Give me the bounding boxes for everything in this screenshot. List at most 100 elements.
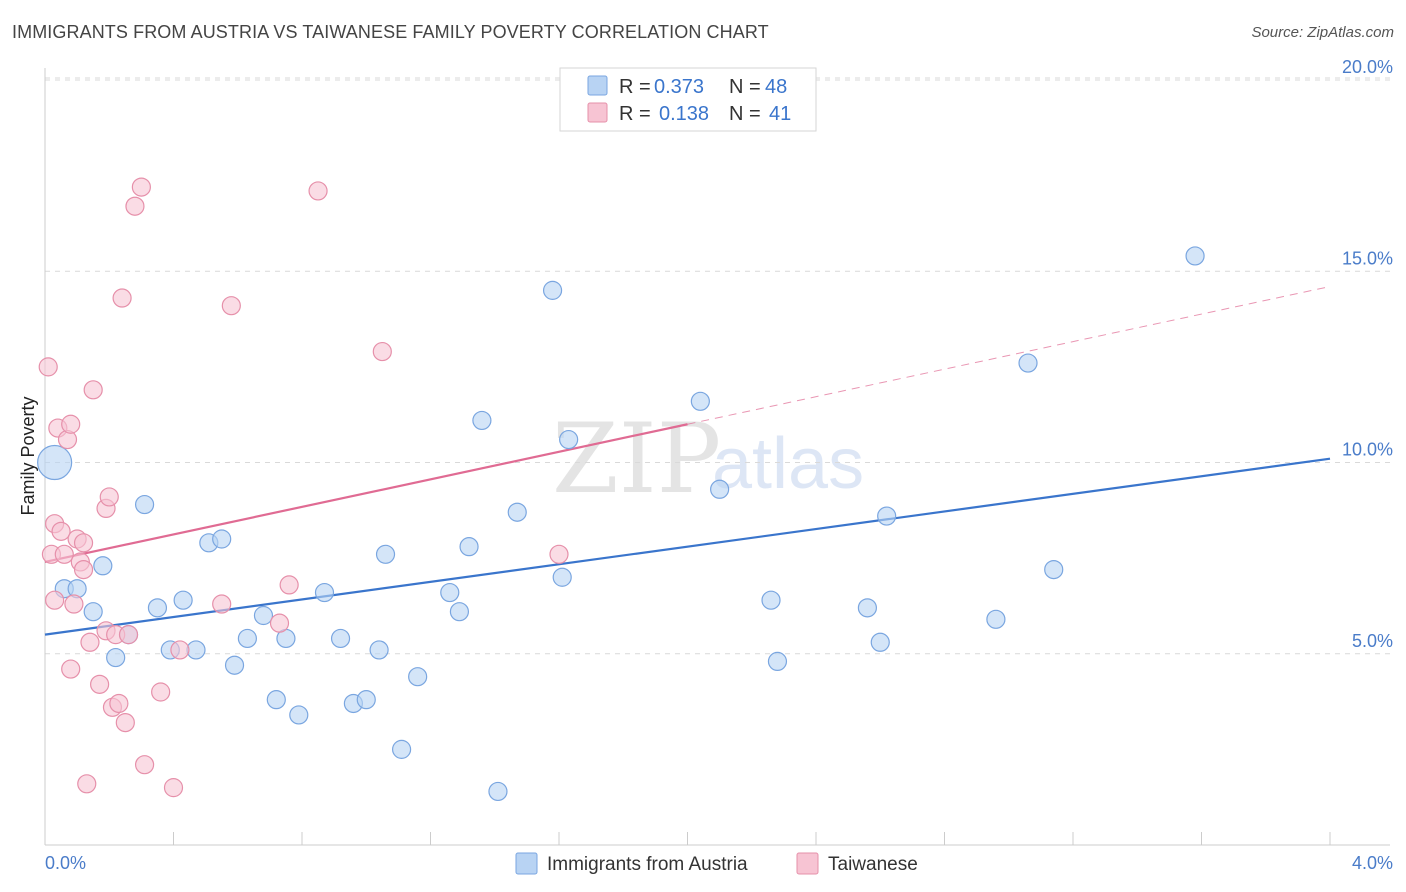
point-blue-33 (507, 502, 527, 522)
legend-swatch-pink (587, 102, 608, 123)
y-tick-label-2: 15.0% (1342, 248, 1393, 268)
point-blue-26 (391, 739, 412, 759)
trend-line-pink-solid (44, 423, 688, 564)
legend-r-value-pink: 0.138 (659, 103, 709, 125)
point-pink-0 (38, 357, 58, 377)
point-pink-28 (125, 196, 145, 216)
data-points (37, 177, 1205, 802)
point-pink-40 (549, 544, 569, 564)
x-tick-label-min: 0.0% (45, 853, 86, 873)
point-pink-31 (151, 682, 171, 702)
gridlines (45, 77, 1390, 655)
point-pink-9 (61, 659, 81, 679)
point-blue-8 (147, 598, 168, 618)
point-blue-10 (173, 590, 193, 610)
point-blue-11 (186, 640, 206, 660)
point-blue-24 (369, 640, 389, 660)
y-tick-label-0: 5.0% (1352, 631, 1393, 651)
point-blue-45 (1018, 353, 1038, 373)
point-pink-29 (131, 177, 151, 197)
point-blue-20 (314, 582, 335, 603)
legend-n-value-pink: 41 (769, 103, 791, 125)
point-pink-14 (73, 533, 94, 553)
bottom-legend-swatch-blue (515, 852, 538, 875)
point-pink-34 (212, 594, 232, 614)
point-blue-17 (266, 690, 286, 710)
point-blue-39 (761, 590, 781, 610)
point-blue-40 (767, 651, 788, 672)
point-blue-42 (870, 632, 890, 652)
legend-n-label-blue: N = (729, 76, 761, 98)
point-pink-39 (372, 341, 392, 362)
point-blue-15 (237, 628, 257, 649)
point-blue-28 (440, 582, 460, 603)
point-pink-5 (51, 521, 71, 541)
point-blue-38 (710, 479, 730, 499)
point-blue-14 (224, 655, 245, 675)
point-pink-32 (163, 778, 184, 798)
point-blue-34 (542, 280, 563, 300)
point-blue-31 (472, 410, 492, 431)
point-blue-41 (857, 598, 878, 618)
point-blue-47 (1185, 246, 1205, 266)
y-axis-label: Family Poverty (18, 396, 38, 515)
y-tick-label-3: 20.0% (1342, 57, 1393, 77)
point-blue-21 (330, 628, 351, 649)
point-blue-36 (559, 429, 579, 450)
legend-r-label-pink: R = (619, 103, 651, 125)
legend-r-value-blue: 0.373 (654, 76, 704, 98)
bottom-legend-label-blue: Immigrants from Austria (547, 854, 748, 875)
x-tick-label-max: 4.0% (1352, 853, 1393, 873)
legend-n-label-pink: N = (729, 103, 761, 125)
point-blue-37 (690, 391, 710, 411)
trend-line-blue (44, 457, 1331, 636)
point-blue-46 (1044, 559, 1064, 580)
x-tick-marks (44, 832, 1331, 845)
series-legend: Immigrants from Austria Taiwanese (515, 852, 918, 875)
point-blue-35 (552, 567, 572, 587)
point-blue-32 (488, 781, 508, 802)
trend-line-pink-dashed (687, 286, 1331, 425)
point-pink-25 (112, 288, 132, 308)
point-blue-16 (253, 605, 274, 626)
chart-title: IMMIGRANTS FROM AUSTRIA VS TAIWANESE FAM… (12, 22, 769, 42)
point-blue-0 (37, 444, 73, 481)
point-pink-6 (54, 544, 74, 564)
point-pink-37 (279, 575, 299, 595)
point-pink-17 (83, 380, 103, 400)
point-pink-15 (77, 774, 97, 794)
point-blue-43 (877, 506, 897, 526)
point-pink-26 (115, 712, 135, 733)
point-blue-23 (356, 690, 376, 710)
point-pink-8 (61, 414, 81, 434)
legend-swatch-blue (587, 75, 608, 96)
stats-legend: R = 0.373 N = 48 R = 0.138 N = 41 (559, 67, 817, 132)
point-pink-33 (170, 640, 190, 660)
legend-n-value-blue: 48 (765, 76, 787, 98)
point-blue-3 (83, 602, 103, 622)
legend-r-label-blue: R = (619, 76, 651, 98)
point-blue-13 (212, 529, 232, 549)
point-pink-21 (99, 487, 119, 507)
point-blue-29 (449, 602, 470, 622)
y-tick-label-1: 10.0% (1342, 440, 1393, 460)
watermark: ZIP atlas (552, 403, 864, 515)
point-pink-24 (109, 693, 129, 714)
point-blue-19 (289, 705, 309, 725)
point-blue-25 (375, 544, 396, 564)
y-tick-labels: 5.0% 10.0% 15.0% 20.0% (1342, 57, 1393, 651)
bottom-legend-label-pink: Taiwanese (828, 854, 918, 875)
point-blue-44 (986, 609, 1006, 629)
point-pink-38 (308, 181, 328, 201)
point-blue-27 (408, 667, 428, 687)
watermark-atlas: atlas (712, 424, 864, 504)
point-blue-7 (134, 494, 155, 515)
point-pink-18 (90, 674, 110, 694)
point-pink-10 (64, 594, 84, 614)
point-pink-36 (269, 613, 290, 633)
point-blue-5 (106, 647, 126, 668)
point-pink-30 (134, 755, 155, 775)
point-blue-30 (459, 537, 479, 557)
bottom-legend-swatch-pink (796, 852, 819, 875)
